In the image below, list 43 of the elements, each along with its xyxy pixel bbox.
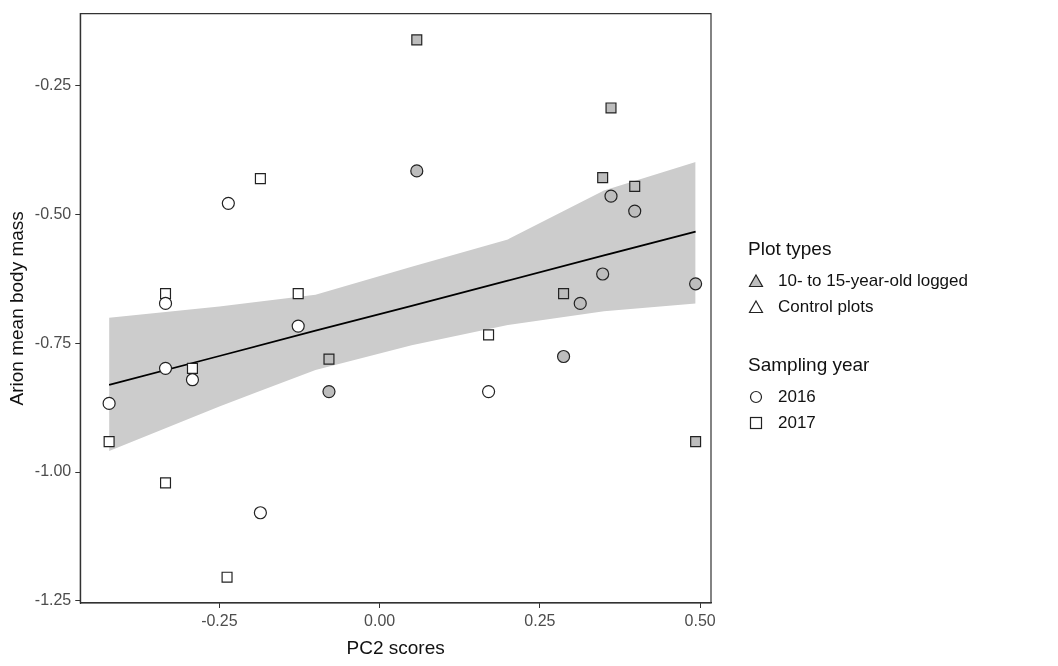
point (558, 288, 570, 300)
x-tick-label: 0.50 (684, 612, 716, 630)
point (158, 361, 173, 375)
point (186, 362, 198, 374)
y-tick-label: -1.00 (34, 462, 72, 480)
point (292, 288, 304, 300)
point (629, 180, 641, 192)
point (605, 102, 617, 114)
point (556, 349, 571, 364)
point (573, 296, 587, 310)
point (410, 164, 424, 178)
text: 2017 (778, 413, 816, 433)
point (323, 353, 335, 365)
point (596, 267, 610, 281)
point (604, 189, 618, 203)
point (597, 172, 609, 184)
point (159, 477, 172, 489)
y-tick-label: -0.25 (34, 75, 72, 93)
text: Sampling year (748, 354, 871, 376)
x-tick-label: 0.25 (524, 612, 556, 630)
text: Control plots (778, 297, 874, 317)
point (322, 384, 336, 399)
point (185, 373, 200, 387)
point (221, 571, 233, 583)
point (411, 34, 423, 46)
text: 10- to 15-year-old logged (778, 271, 968, 291)
y-tick-label: -0.75 (34, 333, 72, 351)
point (254, 173, 266, 185)
text: 2016 (778, 387, 816, 407)
y-axis-title: Arion mean body mass (5, 211, 27, 406)
x-axis-title: PC2 scores (346, 636, 445, 658)
x-tick-label: 0.00 (364, 612, 396, 630)
point (690, 436, 702, 448)
point (483, 329, 495, 341)
point (291, 319, 305, 333)
y-tick-label: -0.50 (34, 204, 72, 222)
point (103, 436, 115, 448)
y-tick-label: -1.25 (34, 591, 72, 609)
legend-title: Plot types (748, 238, 833, 260)
point (628, 204, 642, 218)
point (689, 277, 703, 291)
point (102, 396, 116, 411)
x-tick-label: -0.25 (201, 612, 238, 630)
